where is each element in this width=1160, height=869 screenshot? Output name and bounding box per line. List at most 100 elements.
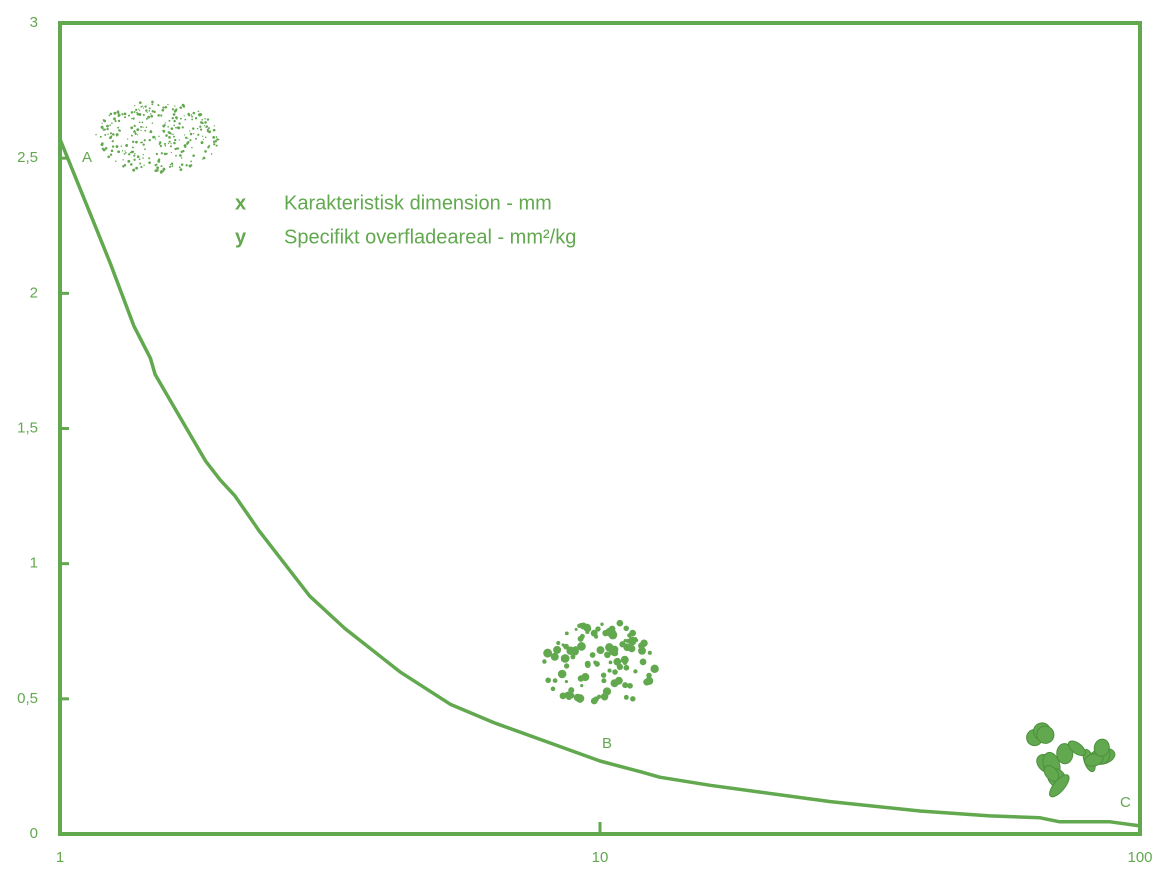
fine-particle — [204, 121, 207, 124]
fine-particle — [151, 103, 154, 106]
fine-particle — [100, 125, 104, 129]
fine-particle — [142, 154, 144, 156]
medium-particle — [612, 650, 619, 657]
fine-particle — [167, 126, 169, 128]
fine-particle — [122, 159, 124, 161]
fine-particle — [172, 113, 176, 116]
fine-particle — [174, 105, 176, 107]
fine-particle — [165, 134, 168, 137]
medium-particle — [623, 625, 629, 632]
fine-particle — [202, 156, 206, 160]
fine-particle — [190, 160, 193, 163]
fine-particle — [144, 129, 147, 132]
fine-particle — [144, 105, 147, 108]
fine-particle — [183, 115, 185, 117]
fine-particle — [201, 135, 204, 138]
medium-particle — [623, 664, 630, 671]
fine-particle — [145, 117, 148, 120]
fine-particle — [160, 114, 163, 117]
medium-particle — [568, 687, 575, 694]
fine-particle — [142, 143, 145, 146]
fine-particle — [130, 134, 133, 137]
fine-particle — [191, 118, 194, 121]
fine-particle — [178, 122, 181, 125]
medium-particle — [605, 643, 614, 652]
medium-particle — [542, 659, 547, 664]
fine-particle — [171, 116, 174, 120]
fine-particle — [148, 138, 151, 142]
fine-particle — [184, 134, 186, 136]
medium-particle — [570, 654, 576, 660]
fine-particle — [129, 152, 131, 154]
x-tick-label: 1 — [56, 849, 64, 866]
fine-particle — [104, 147, 108, 150]
fine-particle — [142, 113, 145, 116]
fine-particle — [178, 166, 181, 169]
fine-particle — [198, 113, 202, 117]
fine-particle — [151, 110, 154, 113]
annotation: C — [1120, 794, 1131, 811]
fine-particle — [175, 154, 177, 157]
fine-particle — [163, 152, 167, 156]
medium-particle — [596, 694, 602, 699]
fine-particle — [174, 138, 177, 142]
medium-particle — [564, 631, 569, 636]
fine-particle — [154, 138, 157, 140]
fine-particle — [146, 111, 148, 113]
fine-particle — [175, 108, 178, 111]
fine-particle — [130, 163, 133, 166]
fine-particle — [138, 108, 140, 110]
medium-particle — [639, 658, 647, 666]
fine-particle — [106, 124, 109, 128]
fine-particle — [186, 141, 189, 144]
fine-particle — [173, 135, 175, 138]
fine-particle — [141, 121, 144, 124]
fine-particle — [142, 107, 145, 109]
fine-particle — [170, 151, 172, 154]
medium-particle — [589, 652, 596, 658]
fine-particle — [202, 138, 204, 141]
medium-particle — [553, 645, 562, 654]
medium-particle — [596, 646, 605, 655]
fine-particle — [167, 142, 170, 145]
medium-particle — [623, 643, 632, 652]
fine-particle — [127, 138, 129, 140]
fine-particle — [205, 125, 209, 128]
fine-particle — [133, 130, 135, 133]
fine-particle — [154, 164, 157, 167]
medium-particle — [650, 664, 659, 674]
fine-particle — [159, 170, 163, 174]
fine-particle — [192, 127, 195, 130]
fine-particle — [210, 153, 213, 155]
fine-particle — [151, 122, 154, 124]
plot-frame — [58, 21, 1142, 836]
coarse-particle — [1067, 740, 1086, 757]
medium-particle — [630, 696, 636, 702]
fine-particle — [190, 114, 193, 116]
fine-particle — [110, 135, 113, 138]
fine-particle — [162, 170, 165, 173]
fine-particle — [171, 127, 174, 130]
fine-particle — [122, 165, 125, 168]
fine-particle — [212, 135, 216, 139]
fine-particle — [151, 100, 154, 104]
fine-particle — [154, 169, 158, 173]
medium-particle — [577, 675, 585, 682]
fine-particle — [136, 111, 138, 114]
fine-particle — [160, 165, 163, 168]
medium-particle — [608, 660, 613, 665]
medium-particle — [593, 660, 598, 665]
fine-particle — [189, 139, 192, 142]
fine-particle — [200, 141, 204, 145]
fine-particle — [109, 136, 112, 140]
medium-particle — [575, 694, 585, 703]
fine-particle — [162, 106, 165, 109]
fine-particle — [164, 106, 168, 109]
fine-particle — [99, 135, 102, 138]
y-tick-label: 2 — [30, 284, 38, 301]
fine-particle — [206, 128, 209, 131]
fine-particle — [131, 146, 134, 149]
fine-particle — [127, 159, 131, 163]
fine-particle — [124, 152, 127, 154]
fine-particle — [125, 144, 129, 147]
